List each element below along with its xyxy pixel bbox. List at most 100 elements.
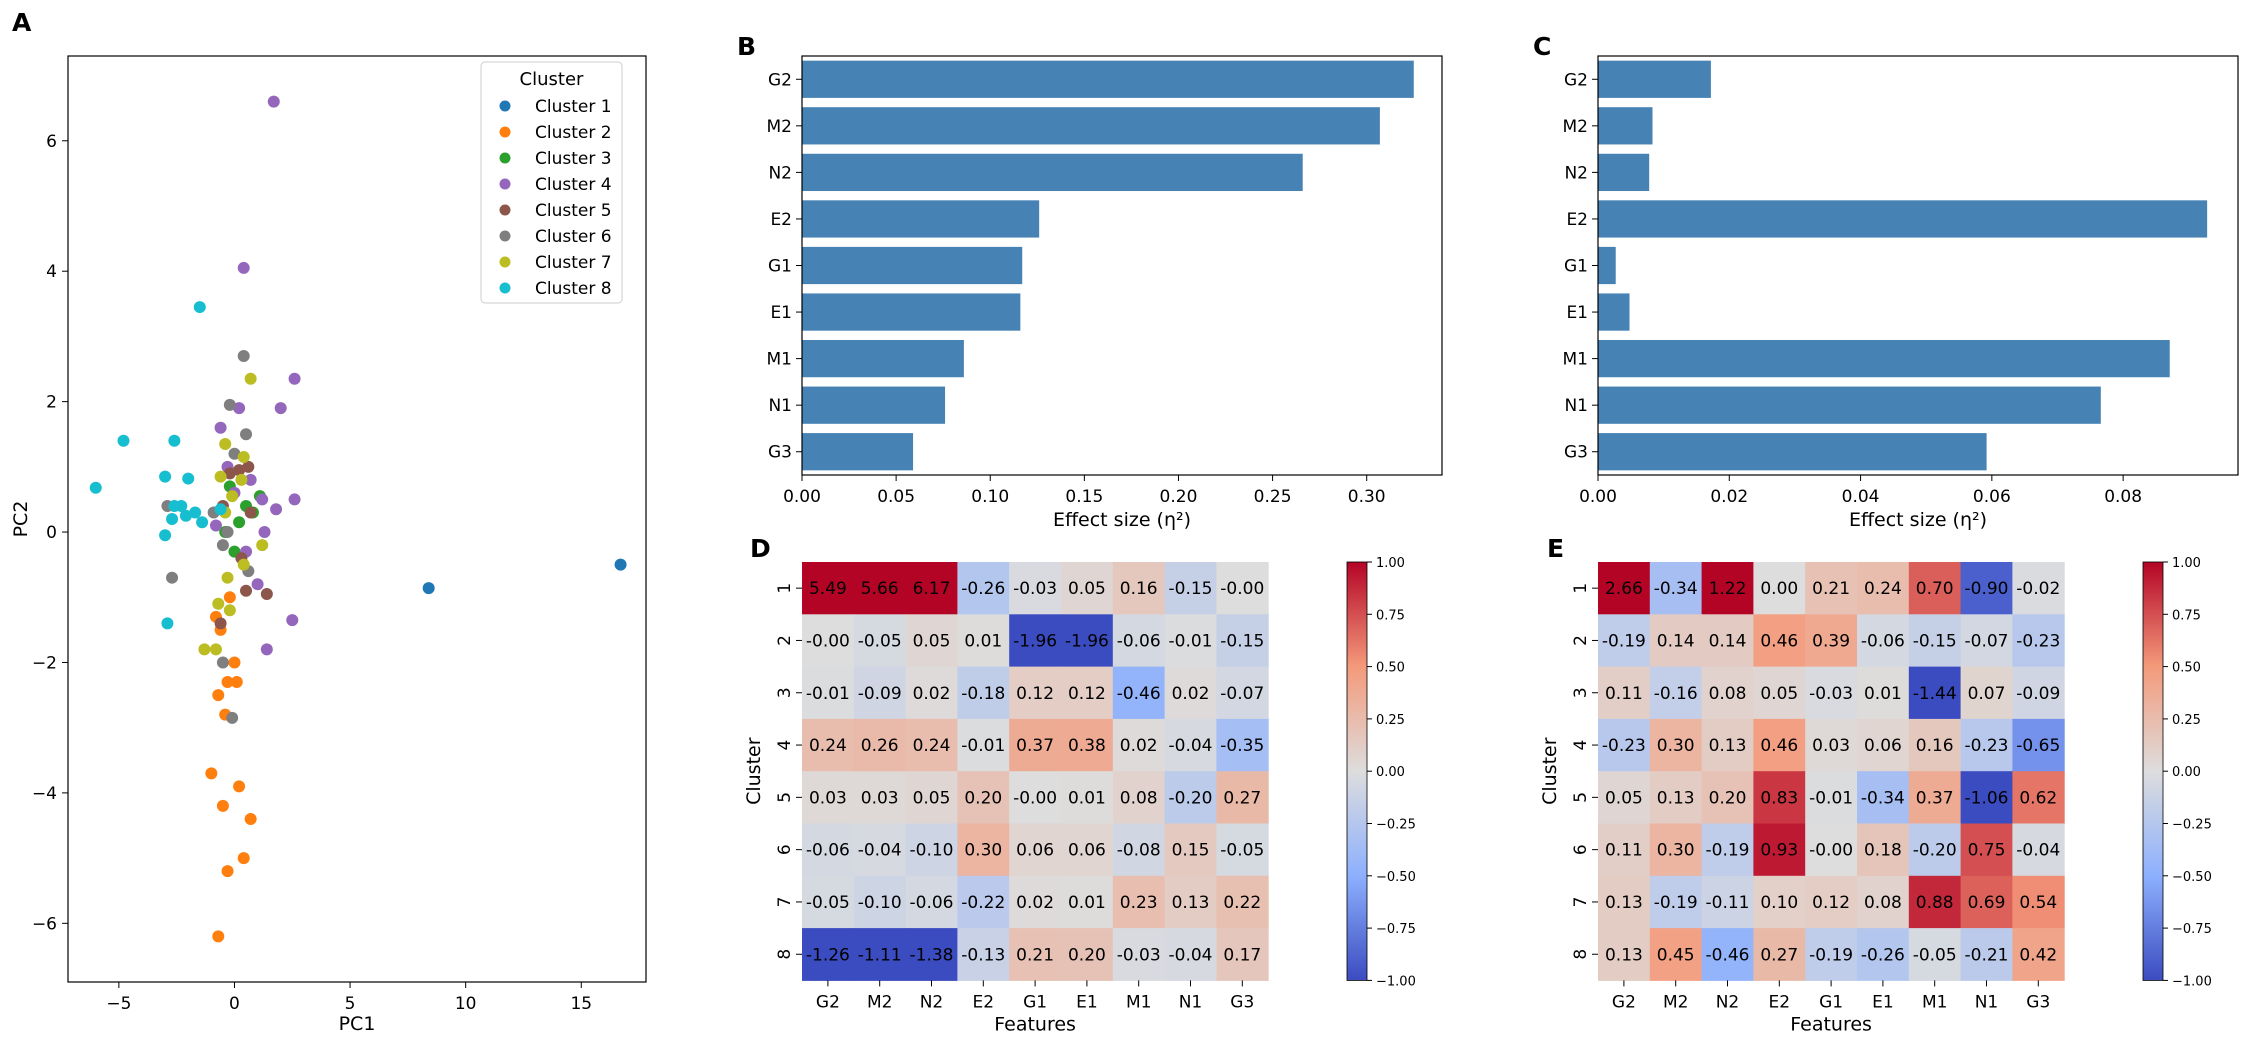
scatter-point [226, 490, 239, 503]
heatmap-cell [1009, 614, 1062, 668]
cell-value: -0.35 [1220, 736, 1264, 756]
colorbar-tick-label: −0.25 [1376, 818, 1416, 833]
heatmap-cell [1753, 928, 1806, 981]
cell-value: 0.46 [1760, 631, 1798, 651]
scatter-point [117, 434, 130, 447]
heatmap-cell [1649, 823, 1703, 877]
heatmap-cell [1960, 928, 2013, 981]
column-label: N2 [1716, 992, 1740, 1012]
row-label: 7 [1571, 897, 1591, 908]
bar [802, 60, 1414, 98]
panel-letter-e: E [1547, 534, 1564, 563]
scatter-point [244, 473, 257, 486]
scatter-point [270, 503, 283, 516]
cell-value: -0.11 [1706, 893, 1750, 913]
column-label: M2 [1663, 992, 1688, 1012]
heatmap-cell [1908, 614, 1962, 668]
cell-value: 0.12 [1016, 684, 1054, 704]
cell-value: 0.15 [1172, 841, 1210, 861]
cell-value: 0.13 [1709, 736, 1747, 756]
heatmap-cell [1805, 771, 1858, 824]
panel-letter-b: B [737, 32, 756, 61]
scatter-point [288, 372, 301, 385]
column-label: G2 [1612, 992, 1636, 1012]
cell-value: 0.17 [1223, 945, 1261, 965]
cell-value: 0.12 [1068, 684, 1106, 704]
heatmap-cell [1598, 771, 1651, 824]
cell-value: 0.24 [1864, 579, 1902, 599]
legend-label: Cluster 1 [535, 97, 612, 117]
cell-value: 0.14 [1709, 631, 1747, 651]
heatmap-cell [1112, 875, 1166, 929]
legend-label: Cluster 3 [535, 149, 612, 169]
heatmap-cell [1701, 562, 1754, 615]
scatter-point [233, 464, 246, 477]
scatter-point [237, 261, 250, 274]
legend-marker [499, 282, 511, 294]
heatmap-cell [1598, 562, 1651, 615]
heatmap-cell [1061, 718, 1114, 772]
x-tick-label: 0.25 [1254, 487, 1292, 507]
scatter-point [193, 301, 206, 314]
cell-value: 0.01 [1068, 788, 1106, 808]
cell-value: -0.04 [1169, 736, 1213, 756]
legend-label: Cluster 2 [535, 123, 612, 143]
category-label: G1 [768, 257, 792, 277]
cell-value: -0.06 [806, 841, 850, 861]
heatmap-cell [1112, 562, 1166, 615]
colorbar-tick-label: −1.00 [1376, 974, 1416, 989]
heatmap-cell [2012, 666, 2065, 720]
colorbar-tick-label: 1.00 [2172, 556, 2201, 571]
cell-value: -0.09 [858, 684, 902, 704]
cell-value: 0.06 [1016, 841, 1054, 861]
bar [802, 386, 946, 424]
heatmap-cell [957, 771, 1010, 824]
cell-value: 6.17 [913, 579, 951, 599]
scatter-point [244, 372, 257, 385]
cell-value: 0.03 [861, 788, 899, 808]
heatmap-cell [1216, 718, 1269, 772]
heatmap-cell [853, 562, 907, 615]
cell-value: -0.20 [1913, 841, 1957, 861]
category-label: N2 [768, 163, 792, 183]
heatmap-cell [1960, 666, 2013, 720]
cell-value: 0.42 [2019, 945, 2057, 965]
heatmap-cell [1857, 771, 1910, 824]
legend-marker [499, 204, 511, 216]
category-label: M1 [767, 350, 792, 370]
cell-value: 0.21 [1016, 945, 1054, 965]
cell-value: 0.23 [1120, 893, 1158, 913]
bar [802, 200, 1040, 238]
heatmap-cell [957, 562, 1010, 615]
heatmap-cell [1649, 928, 1703, 981]
cell-value: 0.46 [1760, 736, 1798, 756]
scatter-point [196, 516, 209, 529]
cell-value: -0.10 [858, 893, 902, 913]
scatter-point [159, 529, 172, 542]
cell-value: -0.04 [1169, 945, 1213, 965]
heatmap-cell [1753, 718, 1806, 772]
heatmap-cell [1009, 823, 1062, 877]
row-label: 4 [775, 740, 795, 751]
row-label: 1 [775, 583, 795, 594]
scatter-point [214, 470, 227, 483]
column-label: M2 [867, 992, 892, 1012]
cell-value: 0.13 [1657, 788, 1695, 808]
cell-value: -0.21 [1965, 945, 2009, 965]
heatmap-cell [905, 614, 958, 668]
heatmap-cell [1649, 718, 1703, 772]
cell-value: 0.75 [1968, 841, 2006, 861]
category-label: N1 [1564, 396, 1588, 416]
y-tick-label: −2 [32, 653, 57, 673]
heatmap-cell [853, 928, 907, 981]
cell-value: -0.22 [961, 893, 1005, 913]
cell-value: -0.34 [1861, 788, 1905, 808]
cell-value: 0.03 [809, 788, 847, 808]
heatmap-cell [1960, 875, 2013, 929]
column-label: E1 [1872, 992, 1894, 1012]
heatmap-cell [1112, 614, 1166, 668]
heatmap-cell [905, 928, 958, 981]
cell-value: -0.05 [806, 893, 850, 913]
heatmap-cell [1164, 823, 1217, 877]
cell-value: -0.08 [1117, 841, 1161, 861]
